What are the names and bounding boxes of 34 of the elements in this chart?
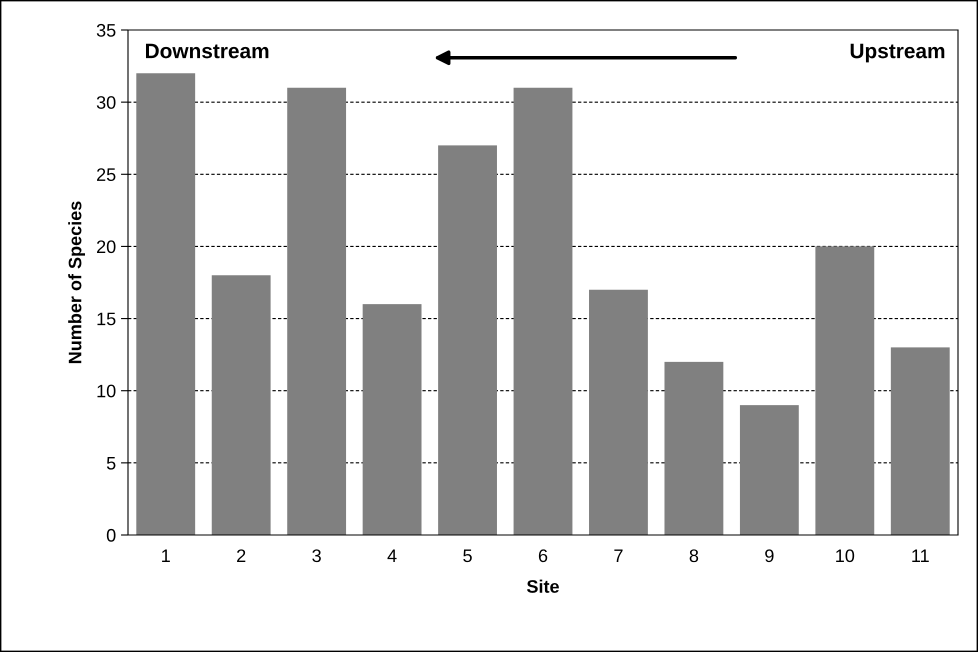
bar bbox=[589, 290, 648, 535]
y-tick-label: 25 bbox=[97, 168, 116, 182]
y-tick-label: 15 bbox=[97, 312, 116, 326]
y-tick-label: 20 bbox=[97, 240, 116, 254]
x-tick-label: 2 bbox=[237, 549, 246, 562]
y-tick-label: 0 bbox=[106, 528, 116, 542]
y-tick-label: 10 bbox=[97, 384, 116, 398]
x-tick-label: 11 bbox=[912, 550, 929, 562]
x-tick-label: 4 bbox=[387, 550, 397, 562]
bar bbox=[664, 362, 724, 535]
bar bbox=[287, 88, 346, 535]
bar bbox=[212, 275, 271, 535]
bar bbox=[438, 145, 497, 535]
bar bbox=[136, 73, 196, 535]
y-tick-label: 30 bbox=[96, 96, 116, 109]
x-tick-label: 3 bbox=[312, 549, 321, 562]
x-tick-label: 8 bbox=[690, 549, 698, 562]
x-tick-label: 9 bbox=[765, 549, 774, 562]
bar bbox=[890, 347, 950, 535]
x-axis-title: Site bbox=[526, 580, 559, 593]
annotation: Downstream bbox=[146, 44, 268, 58]
x-tick-label: 7 bbox=[614, 550, 623, 562]
x-tick-label: 6 bbox=[538, 549, 548, 562]
x-tick-label: 1 bbox=[162, 550, 170, 562]
bar bbox=[815, 246, 874, 535]
x-tick-label: 5 bbox=[463, 550, 472, 562]
y-tick-label: 35 bbox=[96, 24, 116, 37]
bar bbox=[740, 405, 799, 535]
x-tick-label: 10 bbox=[836, 549, 854, 562]
y-tick-label: 5 bbox=[106, 456, 116, 470]
bar bbox=[362, 304, 422, 535]
y-axis-title: Number of Species bbox=[68, 201, 85, 364]
bar bbox=[514, 88, 572, 535]
annotation: Upstream bbox=[850, 44, 944, 62]
